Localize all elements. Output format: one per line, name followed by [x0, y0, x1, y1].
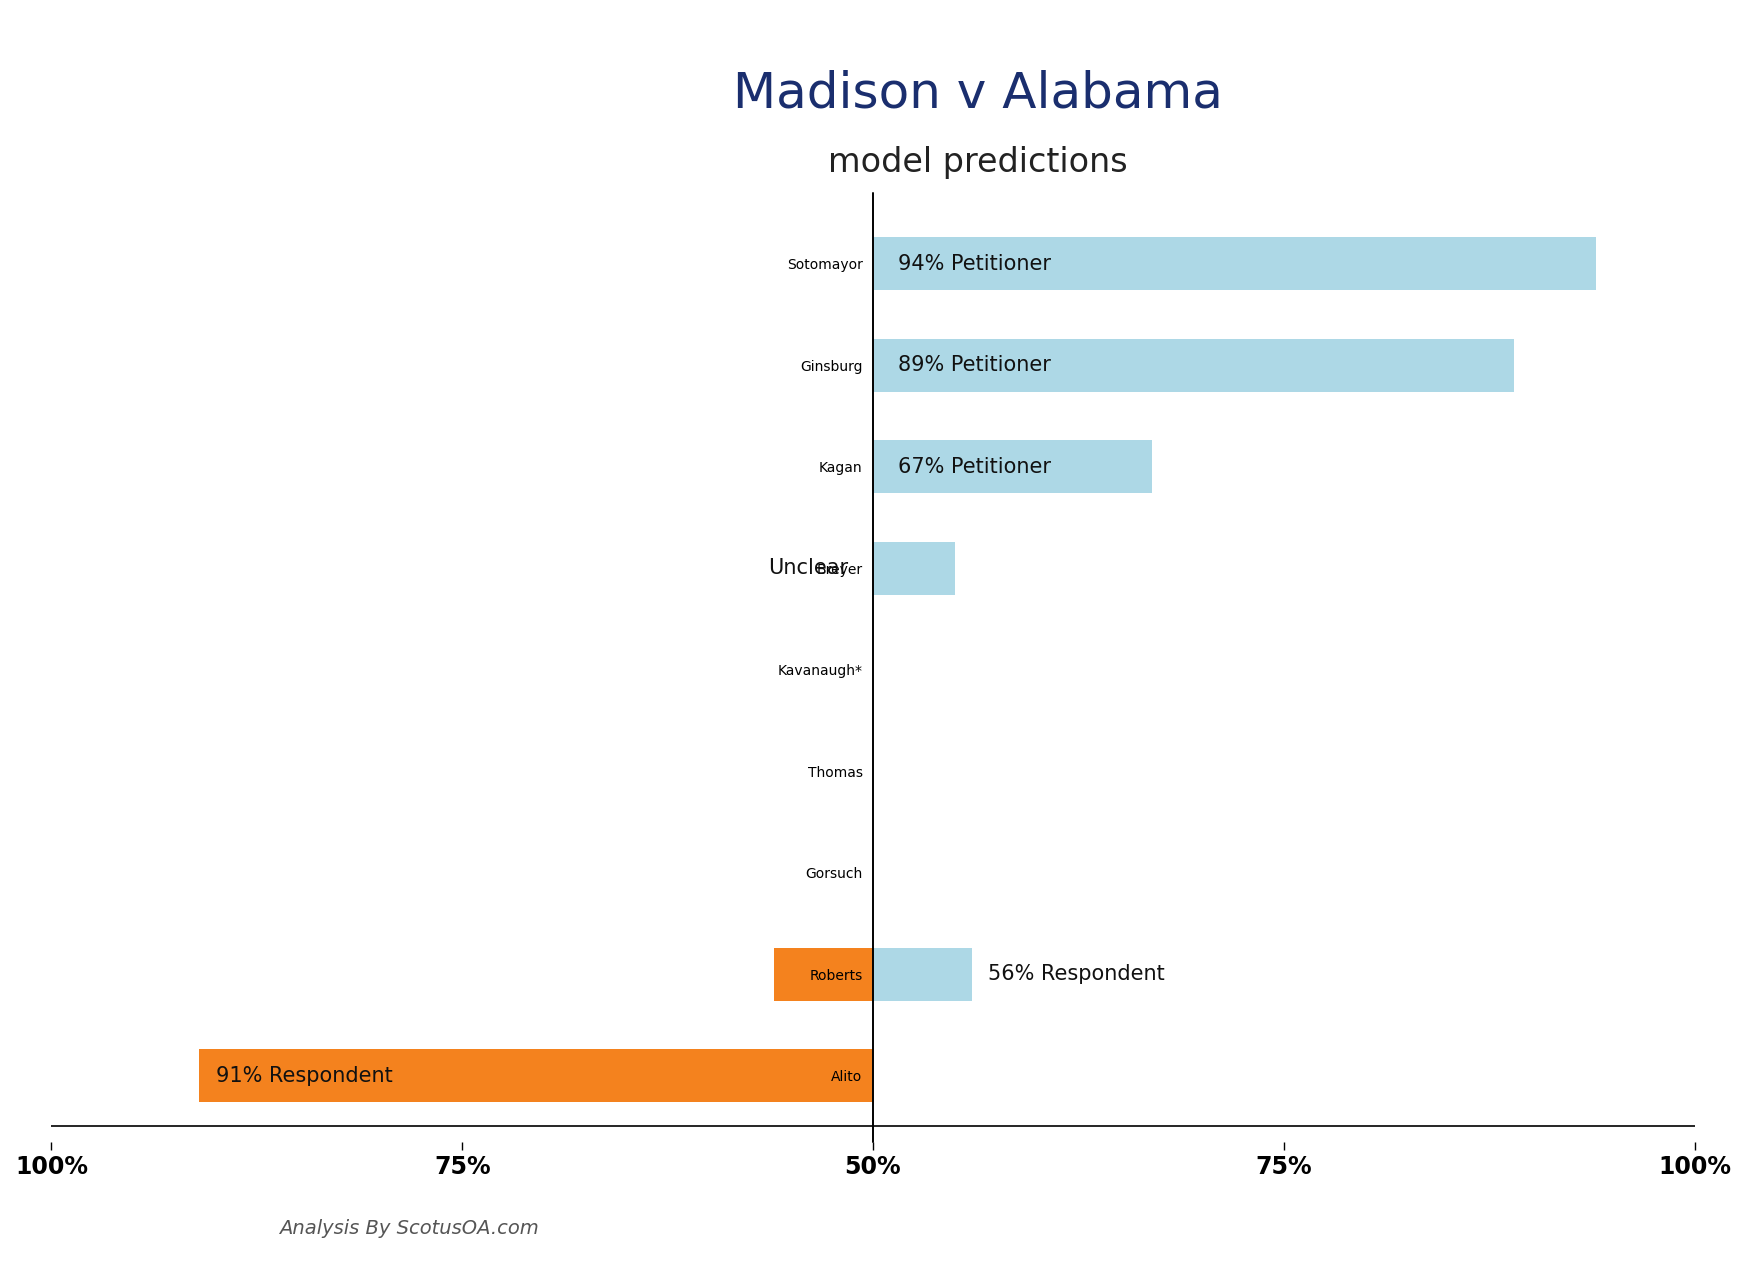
Text: 89% Petitioner: 89% Petitioner — [897, 356, 1051, 376]
Text: 94% Petitioner: 94% Petitioner — [897, 254, 1051, 274]
Bar — [199, 1049, 873, 1102]
Text: Analysis By ScotusOA.com: Analysis By ScotusOA.com — [279, 1219, 540, 1238]
Bar — [873, 947, 971, 1001]
Text: 56% Respondent: 56% Respondent — [988, 964, 1165, 984]
Text: 67% Petitioner: 67% Petitioner — [897, 457, 1051, 476]
Text: Unclear: Unclear — [768, 559, 849, 578]
Bar — [873, 339, 1514, 391]
Text: 91% Respondent: 91% Respondent — [217, 1066, 393, 1086]
Text: model predictions: model predictions — [828, 146, 1128, 179]
Bar — [873, 441, 1152, 493]
Bar — [873, 542, 955, 594]
Bar — [873, 237, 1596, 291]
Bar — [775, 947, 873, 1001]
Text: Madison v Alabama: Madison v Alabama — [733, 70, 1222, 118]
